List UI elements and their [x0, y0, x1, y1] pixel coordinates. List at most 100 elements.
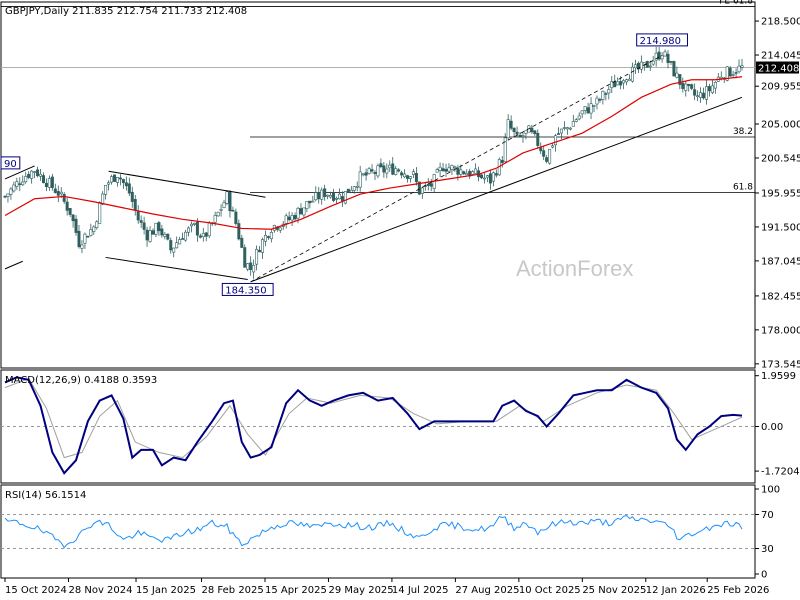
candle-body	[406, 175, 410, 179]
macd-main-line	[4, 376, 743, 475]
candle-body	[651, 60, 655, 65]
candle-body	[293, 215, 297, 220]
time-tick-label: 15 Jan 2025	[136, 585, 196, 596]
price-tick-label: 187.045	[761, 256, 800, 267]
fib-level-label: 61.8	[733, 183, 753, 193]
macd-panel	[0, 369, 756, 484]
candle-body	[231, 209, 235, 212]
candle-body	[204, 232, 208, 237]
candle-body	[574, 119, 578, 122]
time-tick-label: 27 Aug 2025	[455, 585, 519, 596]
candle-body	[545, 157, 549, 162]
candle-body	[39, 173, 43, 177]
price-annotation-label: 184.350	[225, 285, 266, 296]
macd-tick-label: 0.00	[761, 422, 783, 433]
candle-body	[178, 239, 182, 245]
time-tick-label: 14 Jul 2025	[392, 585, 449, 596]
candle-body	[465, 172, 469, 176]
candle-body	[598, 99, 602, 101]
candle-body	[89, 229, 93, 236]
candle-body	[207, 222, 211, 237]
time-tick-label: 10 Oct 2025	[519, 585, 581, 596]
candle-body	[74, 218, 78, 233]
moving-average	[4, 76, 743, 230]
candle-body	[488, 173, 492, 184]
price-tick-label: 218.500	[761, 17, 800, 28]
candle-body	[630, 66, 634, 82]
candle-body	[536, 132, 540, 146]
candle-body	[524, 130, 528, 134]
candle-body	[480, 174, 484, 179]
price-tick-label: 178.000	[761, 325, 800, 336]
candle-body	[494, 173, 498, 176]
candle-body	[118, 177, 122, 180]
candle-body	[142, 222, 146, 230]
candle-body	[92, 226, 96, 232]
candle-body	[636, 62, 640, 70]
candle-body	[36, 169, 40, 177]
candle-body	[696, 95, 700, 98]
rsi-panel	[0, 484, 756, 579]
candle-body	[201, 232, 205, 238]
candle-body	[352, 186, 356, 191]
candle-body	[33, 171, 37, 173]
last-price-label: 212.408	[758, 64, 799, 75]
macd-tick-label: -1.7204	[761, 467, 800, 478]
candle-body	[571, 121, 575, 127]
candle-body	[562, 127, 566, 129]
candle-body	[376, 165, 380, 177]
candle-body	[441, 168, 445, 172]
candle-body	[568, 127, 572, 130]
candle-body	[163, 234, 167, 237]
trendline	[250, 55, 663, 283]
candle-body	[474, 168, 478, 174]
candle-body	[491, 172, 495, 182]
candle-body	[154, 222, 158, 235]
price-panel	[0, 1, 756, 369]
trendline	[250, 96, 743, 283]
candle-body	[240, 237, 244, 248]
candle-body	[506, 119, 510, 139]
candle-body	[539, 147, 543, 152]
candle-body	[565, 127, 569, 130]
candle-body	[62, 194, 66, 202]
candle-body	[290, 215, 294, 221]
trendline	[4, 260, 23, 270]
candle-body	[403, 173, 407, 178]
candle-body	[453, 166, 457, 169]
candle-body	[382, 165, 386, 173]
time-tick-label: 29 May 2025	[328, 585, 393, 596]
candle-body	[471, 171, 475, 175]
rsi-label: RSI(14) 56.1514	[5, 490, 86, 501]
candle-body	[518, 134, 522, 137]
candle-body	[311, 200, 315, 203]
candle-body	[397, 169, 401, 172]
candle-body	[704, 86, 708, 100]
candle-body	[121, 179, 125, 184]
candle-body	[187, 227, 191, 233]
candle-body	[660, 55, 664, 60]
candle-body	[181, 238, 185, 240]
candle-body	[639, 61, 643, 70]
price-tick-label: 209.955	[761, 82, 800, 93]
price-axis: 218.500 214.045 209.955 205.000 200.545 195.9…	[1, 17, 800, 370]
candle-body	[654, 52, 658, 61]
candle-body	[485, 175, 489, 178]
candle-body	[595, 97, 599, 105]
price-tick-label: 200.545	[761, 153, 800, 164]
candle-body	[299, 208, 303, 215]
candle-body	[237, 223, 241, 240]
candle-body	[252, 265, 256, 273]
candle-body	[482, 177, 486, 180]
candle-body	[586, 107, 590, 114]
candle-body	[261, 239, 265, 253]
candle-body	[500, 160, 504, 164]
trendline	[108, 170, 266, 198]
rsi-tick-label: 30	[761, 544, 774, 555]
candle-body	[503, 137, 507, 162]
macd-tick-label: 1.9599	[761, 371, 796, 382]
candle-body	[160, 228, 164, 236]
candle-body	[367, 168, 371, 174]
candle-body	[53, 188, 57, 193]
